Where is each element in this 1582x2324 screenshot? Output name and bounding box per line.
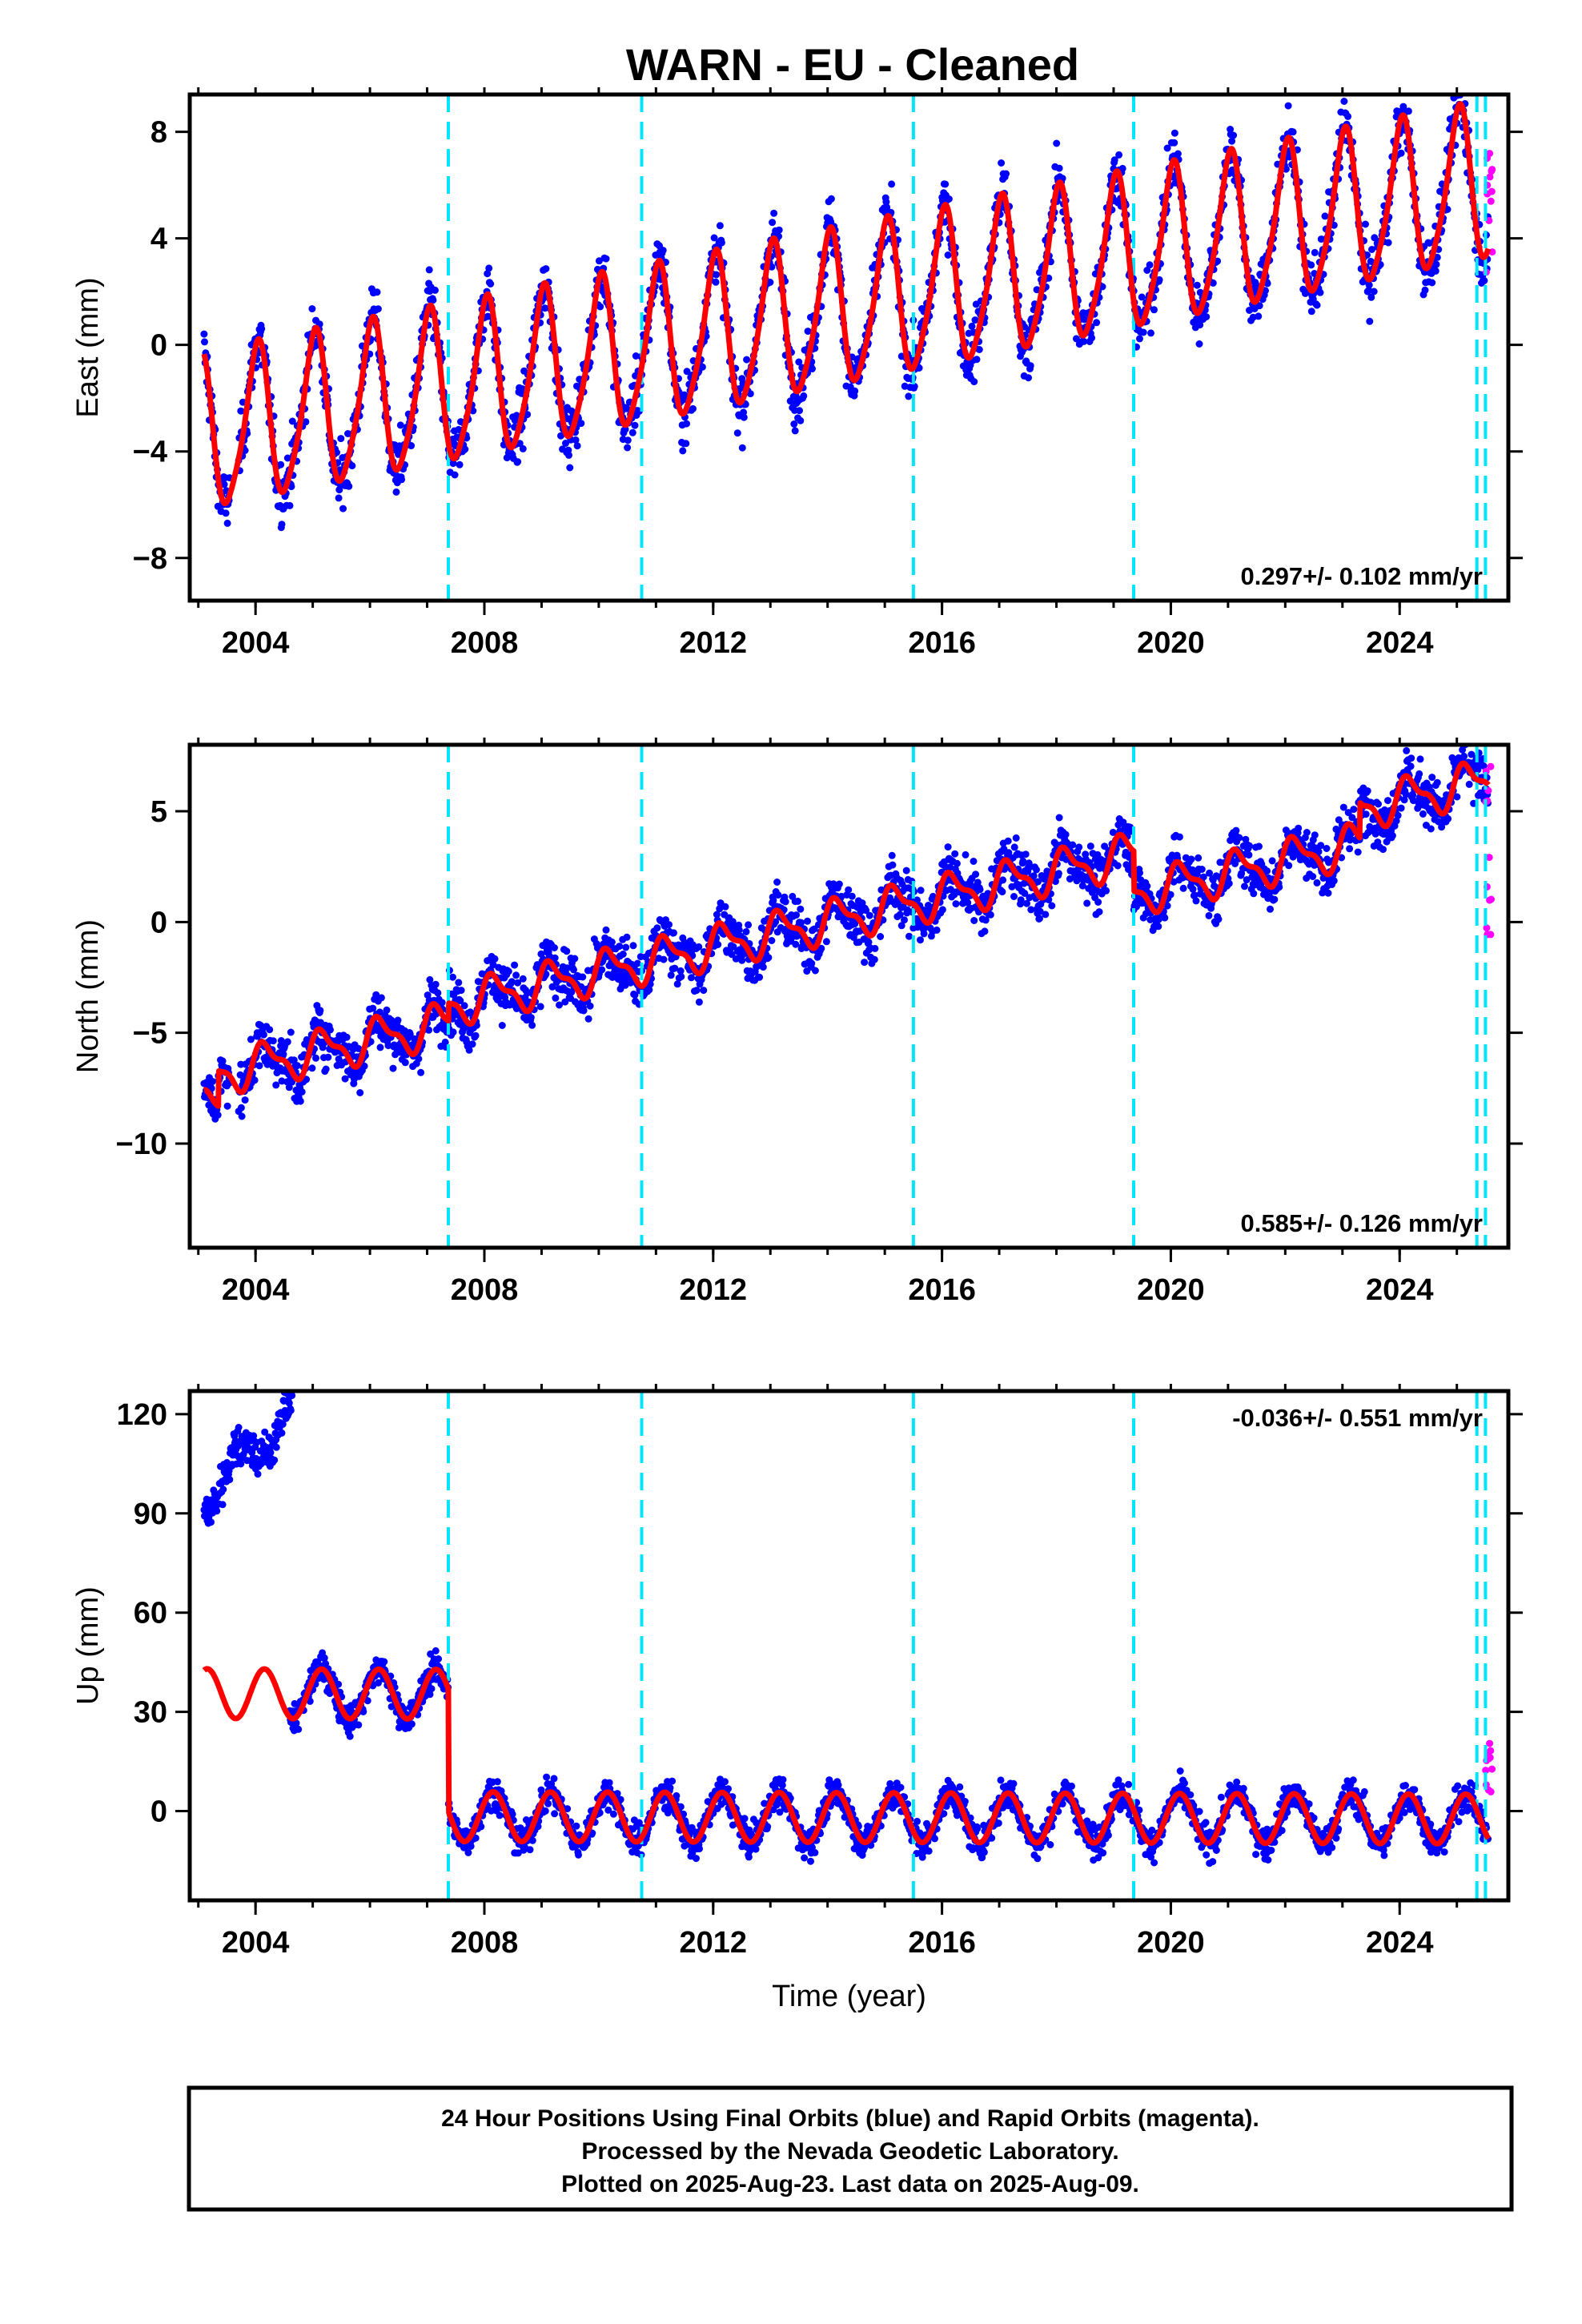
east-velocity-label: 0.297+/- 0.102 mm/yr [1241,562,1483,590]
east-y-axis-label: East (mm) [71,277,105,417]
east-x-tick-label: 2012 [680,626,748,660]
up-x-tick-label: 2004 [222,1926,290,1960]
east-model-curve [201,101,1492,507]
caption-line-2: Processed by the Nevada Geodetic Laborat… [581,2138,1118,2165]
figure-title: WARN - EU - Cleaned [626,39,1079,90]
north-x-tick-label: 2020 [1137,1273,1205,1307]
north-y-tick-label: 0 [151,906,167,939]
up-y-tick-label: 0 [151,1795,167,1828]
caption-line-1: 24 Hour Positions Using Final Orbits (bl… [441,2105,1259,2132]
up-panel: 2004 2008 2012 2016 2020 2024 0 30 60 90 120 Up (mm… [71,1384,1523,2013]
east-y-tick-label: −8 [133,542,167,576]
up-y-axis-label: Up (mm) [71,1586,105,1705]
east-y-tick-label: 0 [151,329,167,363]
east-x-tick-label: 2004 [222,626,290,660]
up-x-tick-label: 2024 [1366,1926,1434,1960]
east-x-tick-label: 2024 [1366,626,1434,660]
north-x-tick-label: 2016 [908,1273,976,1307]
up-frame [187,1389,1511,1903]
caption-box: 24 Hour Positions Using Final Orbits (bl… [187,2085,1514,2212]
east-y-tick-label: −4 [133,436,167,469]
east-x-tick-label: 2008 [451,626,519,660]
north-x-tick-label: 2008 [451,1273,519,1307]
east-y-tick-label: 4 [151,223,167,256]
north-y-tick-label: −10 [116,1128,167,1161]
up-y-tick-label: 120 [117,1398,167,1432]
east-frame [187,92,1511,603]
up-x-tick-label: 2016 [908,1926,976,1960]
east-x-tick-label: 2016 [908,626,976,660]
north-x-tick-label: 2012 [680,1273,748,1307]
north-frame [187,742,1511,1250]
up-x-tick-label: 2020 [1137,1926,1205,1960]
north-final-orbit-dots [200,745,1492,1123]
north-panel: 2004 2008 2012 2016 2020 2024 −10 −5 0 5 North (mm… [71,738,1523,1307]
north-y-axis-label: North (mm) [71,919,105,1073]
up-velocity-label: -0.036+/- 0.551 mm/yr [1232,1404,1483,1432]
up-y-tick-label: 30 [134,1696,167,1730]
up-x-axis-label: Time (year) [772,1980,926,2013]
up-final-orbit-points [200,1391,1492,1868]
north-y-tick-label: 5 [151,795,167,829]
east-panel: 2004 2008 2012 2016 2020 2024 −8 −4 0 4 8 East (mm)… [71,87,1523,660]
north-velocity-label: 0.585+/- 0.126 mm/yr [1241,1209,1483,1237]
north-x-tick-label: 2004 [222,1273,290,1307]
up-final-orbit-dots [200,1391,1492,1868]
east-final-orbit-points [200,94,1492,532]
north-y-tick-label: −5 [133,1017,167,1051]
up-x-tick-label: 2008 [451,1926,519,1960]
up-model-curve [202,1666,1492,1847]
east-y-tick-label: 8 [151,116,167,150]
caption-line-3: Plotted on 2025-Aug-23. Last data on 202… [561,2171,1139,2197]
up-x-tick-label: 2012 [680,1926,748,1960]
north-model-curve [202,760,1491,1109]
east-x-tick-label: 2020 [1137,626,1205,660]
north-final-orbit-points [200,745,1492,1123]
north-x-tick-label: 2024 [1366,1273,1434,1307]
up-y-tick-label: 90 [134,1498,167,1531]
north-rapid-orbit-points [1482,762,1495,939]
up-y-tick-label: 60 [134,1597,167,1630]
east-final-orbit-dots [200,94,1492,532]
